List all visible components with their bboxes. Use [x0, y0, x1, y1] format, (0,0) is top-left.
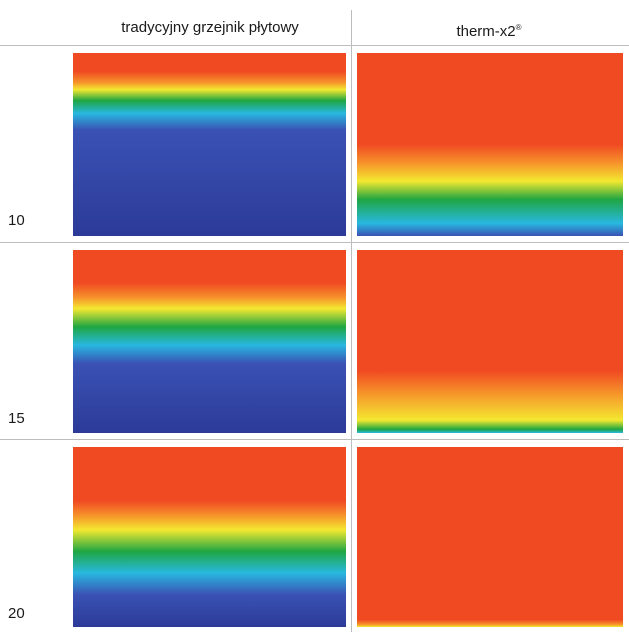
row-label-15: 15: [8, 410, 25, 427]
thermal-image-traditional-20: [73, 447, 346, 627]
thermal-image-therm-x2-10: [357, 53, 623, 236]
row-divider-2: [0, 439, 629, 440]
thermal-image-traditional-10: [73, 53, 346, 236]
registered-mark: ®: [515, 23, 522, 32]
header-divider-right: [352, 45, 629, 46]
thermal-image-therm-x2-20: [357, 447, 623, 627]
row-label-10: 10: [8, 212, 25, 229]
row-label-20: 20: [8, 605, 25, 622]
column-header-traditional-radiator: tradycyjny grzejnik płytowy: [121, 19, 299, 36]
column-header-therm-x2: therm-x2®: [354, 16, 624, 40]
thermal-image-traditional-15: [73, 250, 346, 433]
header-divider-left: [0, 45, 351, 46]
row-divider-1: [0, 242, 629, 243]
column-divider: [351, 10, 352, 632]
column-header-therm-x2-text: therm-x2: [456, 23, 516, 40]
thermal-image-therm-x2-15: [357, 250, 623, 433]
